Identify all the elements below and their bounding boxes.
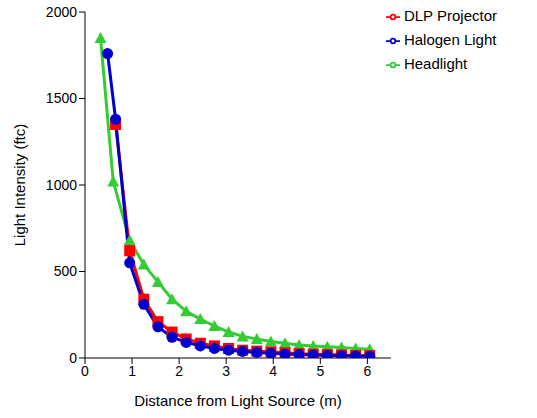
svg-text:3: 3 — [222, 363, 230, 379]
svg-text:Light Intensity (ftc): Light Intensity (ftc) — [11, 124, 28, 247]
svg-text:2000: 2000 — [46, 4, 77, 20]
svg-text:1500: 1500 — [46, 90, 77, 106]
html-text:Headlight: Headlight — [403, 55, 468, 72]
svg-text:1: 1 — [128, 363, 136, 379]
svg-text:6: 6 — [363, 363, 371, 379]
svg-text:2: 2 — [175, 363, 183, 379]
svg-text:4: 4 — [269, 363, 277, 379]
svg-text:0: 0 — [69, 350, 77, 366]
svg-text:1000: 1000 — [46, 177, 77, 193]
svg-text:5: 5 — [316, 363, 324, 379]
svg-text:Distance from Light Source (m): Distance from Light Source (m) — [134, 392, 342, 409]
svg-text:500: 500 — [54, 263, 78, 279]
html-text:DLP Projector: DLP Projector — [403, 7, 497, 24]
html-text:Halogen Light: Halogen Light — [403, 31, 497, 48]
svg-text:0: 0 — [81, 363, 89, 379]
